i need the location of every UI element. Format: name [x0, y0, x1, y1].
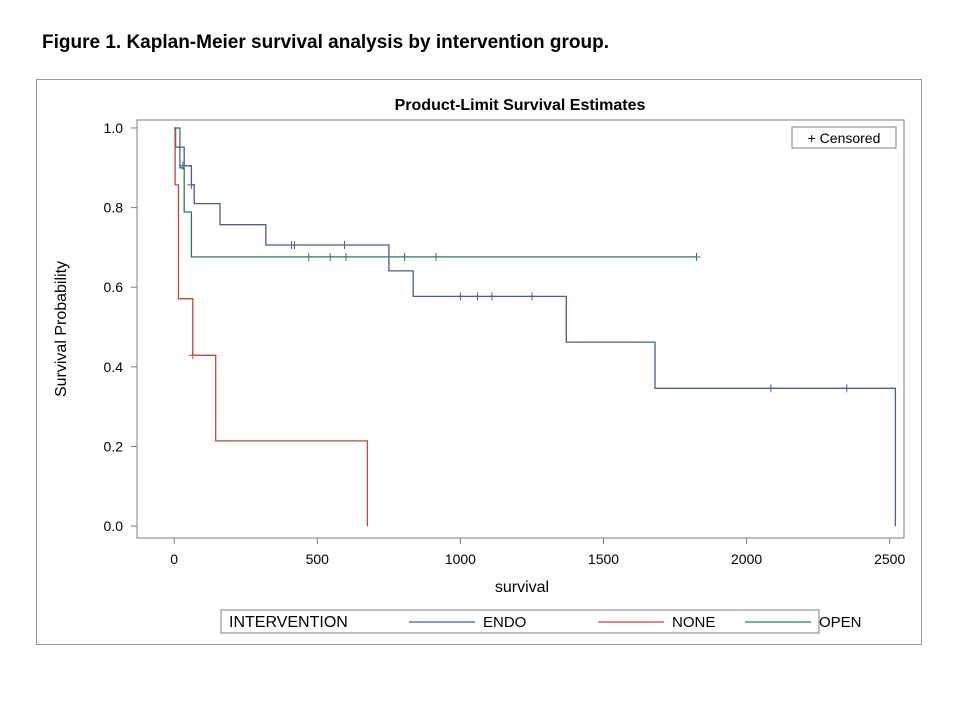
legend-label-none: NONE — [672, 614, 715, 631]
x-tick-label: 1500 — [588, 551, 619, 567]
x-tick-label: 2000 — [731, 551, 762, 567]
y-tick-label: 0.6 — [104, 279, 124, 295]
plot-area-border — [136, 119, 905, 539]
x-axis: 0 500 1000 1500 2000 2500 — [170, 538, 905, 567]
censor-legend: + Censored — [791, 126, 897, 149]
series-endo — [174, 127, 897, 527]
survival-curve-none — [174, 127, 369, 527]
x-tick-label: 0 — [170, 551, 178, 567]
y-tick-label: 0.8 — [104, 200, 124, 216]
legend-box — [220, 609, 820, 634]
legend-label-open: OPEN — [819, 614, 862, 631]
x-tick-label: 2500 — [874, 551, 905, 567]
legend-title: INTERVENTION — [229, 614, 348, 631]
x-tick-label: 500 — [306, 551, 330, 567]
chart-title: Product-Limit Survival Estimates — [395, 97, 646, 114]
figure-caption: Figure 1. Kaplan-Meier survival analysis… — [42, 32, 609, 53]
censor-legend-box — [791, 126, 897, 149]
survival-curve-open — [174, 127, 697, 258]
y-axis: 0.0 0.2 0.4 0.6 0.8 1.0 — [104, 120, 137, 534]
chart-frame — [36, 79, 922, 645]
series-open — [174, 127, 701, 261]
x-tick-label: 1000 — [445, 551, 476, 567]
legend-label-endo: ENDO — [483, 614, 526, 631]
survival-curve-endo — [174, 127, 897, 527]
x-axis-label: survival — [495, 579, 549, 596]
y-tick-label: 0.4 — [104, 359, 124, 375]
legend: INTERVENTION ENDO NONE OPEN — [220, 609, 862, 634]
series-layer — [174, 127, 897, 527]
y-tick-label: 0.0 — [104, 518, 124, 534]
series-none — [174, 127, 369, 527]
y-tick-label: 0.2 — [104, 438, 124, 454]
y-axis-label: Survival Probability — [53, 261, 70, 397]
y-tick-label: 1.0 — [104, 120, 124, 136]
censor-legend-label: + Censored — [808, 130, 881, 146]
